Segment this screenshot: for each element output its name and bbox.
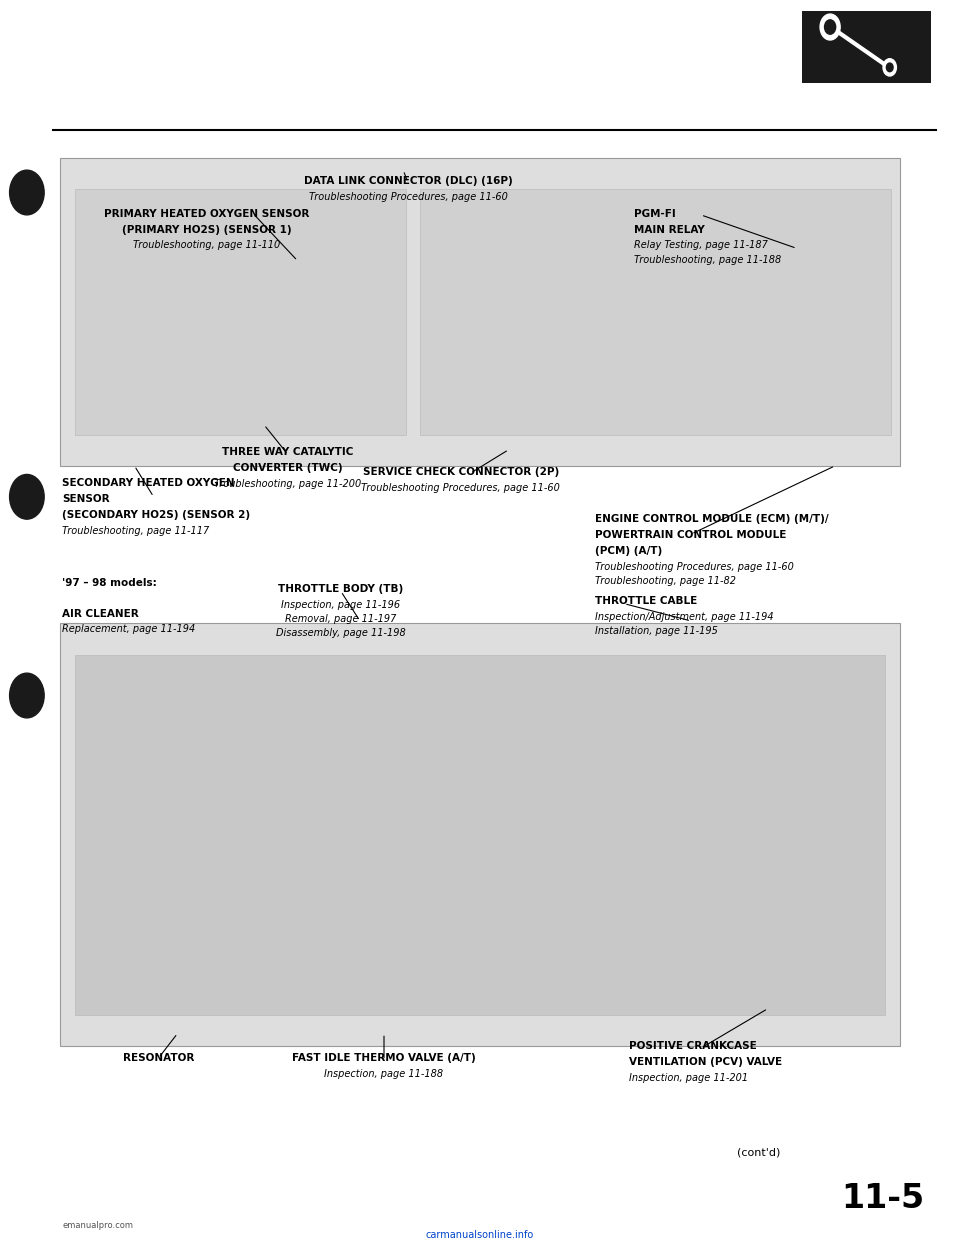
Text: emanualpro.com: emanualpro.com bbox=[62, 1221, 133, 1230]
Bar bbox=[60, 158, 900, 466]
Text: DATA LINK CONNECTOR (DLC) (16P): DATA LINK CONNECTOR (DLC) (16P) bbox=[303, 176, 513, 186]
Text: FAST IDLE THERMO VALVE (A/T): FAST IDLE THERMO VALVE (A/T) bbox=[292, 1053, 476, 1063]
Circle shape bbox=[10, 170, 44, 215]
Text: Troubleshooting, page 11-82: Troubleshooting, page 11-82 bbox=[595, 576, 736, 586]
Text: PGM-FI: PGM-FI bbox=[634, 209, 675, 219]
Text: (cont'd): (cont'd) bbox=[736, 1148, 780, 1158]
Text: Inspection, page 11-188: Inspection, page 11-188 bbox=[324, 1069, 444, 1079]
Text: POWERTRAIN CONTROL MODULE: POWERTRAIN CONTROL MODULE bbox=[595, 530, 786, 540]
Text: ENGINE CONTROL MODULE (ECM) (M/T)/: ENGINE CONTROL MODULE (ECM) (M/T)/ bbox=[595, 514, 828, 524]
Circle shape bbox=[886, 63, 893, 72]
Text: 11-5: 11-5 bbox=[842, 1181, 924, 1215]
Text: SECONDARY HEATED OXYGEN: SECONDARY HEATED OXYGEN bbox=[62, 478, 235, 488]
Circle shape bbox=[10, 474, 44, 519]
Text: Troubleshooting Procedures, page 11-60: Troubleshooting Procedures, page 11-60 bbox=[595, 561, 794, 571]
Text: (SECONDARY HO2S) (SENSOR 2): (SECONDARY HO2S) (SENSOR 2) bbox=[62, 510, 251, 520]
Bar bbox=[60, 623, 900, 1046]
Text: Inspection/Adjustment, page 11-194: Inspection/Adjustment, page 11-194 bbox=[595, 612, 774, 622]
Text: '97 – 98 models:: '97 – 98 models: bbox=[62, 578, 157, 587]
Text: (PRIMARY HO2S) (SENSOR 1): (PRIMARY HO2S) (SENSOR 1) bbox=[122, 225, 291, 235]
Text: Troubleshooting Procedures, page 11-60: Troubleshooting Procedures, page 11-60 bbox=[361, 483, 561, 493]
Text: Inspection, page 11-196: Inspection, page 11-196 bbox=[281, 600, 400, 610]
Bar bbox=[75, 655, 885, 1015]
Text: THROTTLE CABLE: THROTTLE CABLE bbox=[595, 596, 698, 606]
Text: Removal, page 11-197: Removal, page 11-197 bbox=[285, 614, 396, 623]
Text: Relay Testing, page 11-187: Relay Testing, page 11-187 bbox=[634, 241, 767, 251]
Text: Disassembly, page 11-198: Disassembly, page 11-198 bbox=[276, 628, 406, 638]
Text: RESONATOR: RESONATOR bbox=[123, 1053, 194, 1063]
Text: Inspection, page 11-201: Inspection, page 11-201 bbox=[629, 1073, 748, 1083]
Text: CONVERTER (TWC): CONVERTER (TWC) bbox=[233, 463, 343, 473]
Circle shape bbox=[883, 58, 897, 76]
Text: Replacement, page 11-194: Replacement, page 11-194 bbox=[62, 625, 196, 635]
Bar bbox=[802, 11, 931, 83]
Text: Troubleshooting Procedures, page 11-60: Troubleshooting Procedures, page 11-60 bbox=[308, 193, 508, 202]
Text: THROTTLE BODY (TB): THROTTLE BODY (TB) bbox=[278, 584, 403, 594]
Bar bbox=[420, 189, 891, 435]
Text: AIR CLEANER: AIR CLEANER bbox=[62, 609, 139, 619]
Text: Installation, page 11-195: Installation, page 11-195 bbox=[595, 626, 718, 636]
Text: SENSOR: SENSOR bbox=[62, 494, 110, 504]
Text: VENTILATION (PCV) VALVE: VENTILATION (PCV) VALVE bbox=[629, 1057, 782, 1067]
Text: POSITIVE CRANKCASE: POSITIVE CRANKCASE bbox=[629, 1041, 756, 1051]
Circle shape bbox=[10, 673, 44, 718]
Bar bbox=[75, 189, 406, 435]
Text: Troubleshooting, page 11-200: Troubleshooting, page 11-200 bbox=[214, 479, 362, 489]
Text: PRIMARY HEATED OXYGEN SENSOR: PRIMARY HEATED OXYGEN SENSOR bbox=[104, 209, 309, 219]
Text: Troubleshooting, page 11-188: Troubleshooting, page 11-188 bbox=[634, 255, 780, 265]
Text: SERVICE CHECK CONNECTOR (2P): SERVICE CHECK CONNECTOR (2P) bbox=[363, 467, 559, 477]
Text: THREE WAY CATALYTIC: THREE WAY CATALYTIC bbox=[223, 447, 353, 457]
Text: Troubleshooting, page 11-110: Troubleshooting, page 11-110 bbox=[132, 241, 280, 251]
Circle shape bbox=[825, 20, 835, 35]
Text: Troubleshooting, page 11-117: Troubleshooting, page 11-117 bbox=[62, 525, 209, 535]
Text: carmanualsonline.info: carmanualsonline.info bbox=[426, 1230, 534, 1240]
Text: MAIN RELAY: MAIN RELAY bbox=[634, 225, 705, 235]
Text: (PCM) (A/T): (PCM) (A/T) bbox=[595, 546, 662, 556]
Circle shape bbox=[820, 14, 840, 40]
